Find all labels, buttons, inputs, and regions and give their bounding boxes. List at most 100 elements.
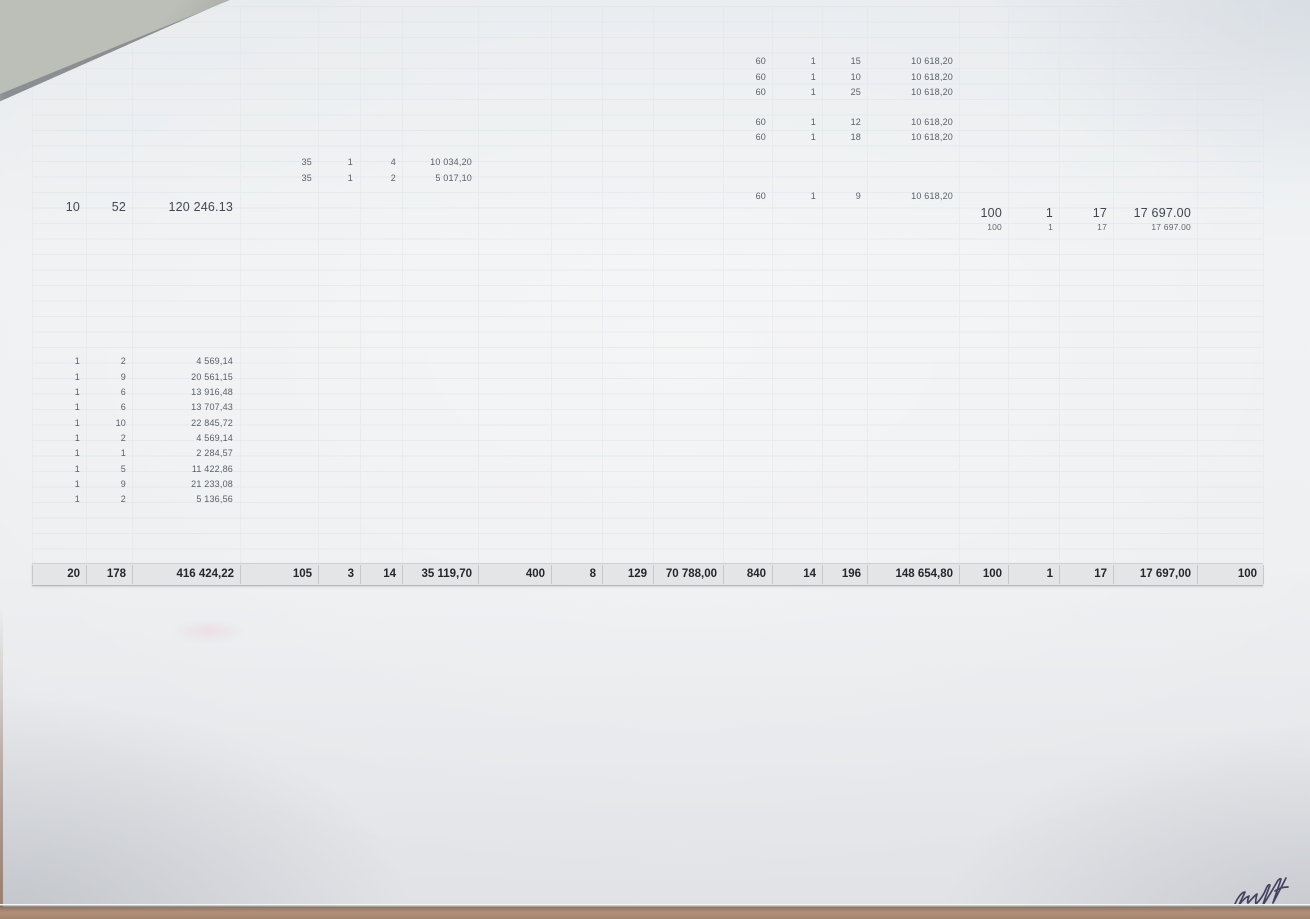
totals-cell-separator: [602, 565, 603, 584]
table-cell: 5 136,56: [196, 494, 233, 504]
table-cell: 10: [65, 200, 80, 214]
table-cell: 13 707,43: [191, 402, 233, 412]
totals-cell: 14: [803, 568, 816, 580]
table-cell: 2: [120, 433, 126, 443]
table-cell: 1: [74, 448, 80, 458]
table-cell: 1: [74, 464, 80, 474]
table-cell: 1: [810, 191, 816, 201]
gridline-vertical: [32, 6, 33, 563]
gridline-vertical: [723, 6, 724, 563]
totals-cell-separator: [822, 565, 823, 584]
totals-cell: 840: [746, 568, 766, 580]
totals-cell: 416 424,22: [176, 568, 234, 580]
gridline-vertical: [1008, 6, 1009, 563]
table-cell: 35: [301, 157, 312, 167]
table-cell: 2: [120, 494, 126, 504]
table-cell: 120 246.13: [168, 200, 233, 214]
table-cell: 1: [810, 56, 816, 66]
table-cell: 5 017,10: [435, 173, 472, 183]
totals-cell: 3: [347, 568, 354, 580]
table-cell: 10 618,20: [911, 132, 953, 142]
gridline-vertical: [402, 6, 403, 563]
spreadsheet-gridlines: [32, 6, 1264, 563]
gridline-vertical: [132, 6, 133, 563]
gridline-vertical: [1113, 6, 1114, 563]
table-cell: 1: [347, 173, 353, 183]
table-cell: 10 618,20: [911, 56, 953, 66]
totals-cell: 8: [589, 568, 596, 580]
table-cell: 6: [120, 402, 126, 412]
totals-row: 20 178 416 424,22 105 3 14 35 119,70 400 8 129 70 …: [32, 563, 1264, 586]
totals-cell: 400: [525, 568, 545, 580]
table-cell: 10 618,20: [911, 87, 953, 97]
table-cell: 4 569,14: [196, 356, 233, 366]
table-cell: 60: [755, 56, 766, 66]
table-cell: 1: [74, 356, 80, 366]
desk-edge: [0, 904, 1310, 919]
gridline-vertical: [867, 6, 868, 563]
desk-edge-left: [0, 607, 3, 907]
totals-cell: 1: [1046, 568, 1053, 580]
gridline-vertical: [86, 6, 87, 563]
gridline-vertical: [772, 6, 773, 563]
totals-cell-separator: [551, 565, 552, 584]
table-cell: 60: [755, 87, 766, 97]
table-cell: 60: [755, 117, 766, 127]
table-cell: 1: [810, 72, 816, 82]
table-cell: 1: [810, 117, 816, 127]
table-cell: 13 916,48: [191, 387, 233, 397]
totals-cell: 105: [292, 568, 312, 580]
totals-cell-separator: [132, 565, 133, 584]
table-cell: 17: [1097, 222, 1107, 232]
table-cell: 60: [755, 191, 766, 201]
table-cell: 17 697.00: [1133, 206, 1191, 220]
table-cell: 20 561,15: [191, 372, 233, 382]
totals-cell-separator: [360, 565, 361, 584]
table-cell: 1: [347, 157, 353, 167]
table-cell: 10: [850, 72, 861, 82]
table-cell: 1: [1045, 206, 1053, 220]
table-cell: 21 233,08: [191, 479, 233, 489]
pink-smudge: [172, 620, 244, 642]
totals-cell: 35 119,70: [421, 568, 472, 580]
gridline-vertical: [360, 6, 361, 563]
table-cell: 10 034,20: [430, 157, 472, 167]
gridline-vertical: [551, 6, 552, 563]
table-cell: 10 618,20: [911, 117, 953, 127]
table-cell: 100: [980, 206, 1002, 220]
table-cell: 25: [850, 87, 861, 97]
table-cell: 17 697.00: [1151, 222, 1191, 232]
table-cell: 60: [755, 132, 766, 142]
totals-cell-separator: [723, 565, 724, 584]
table-cell: 1: [74, 433, 80, 443]
totals-cell: 196: [841, 568, 861, 580]
gridline-vertical: [478, 6, 479, 563]
totals-cell-separator: [32, 565, 33, 584]
gridline-vertical: [1059, 6, 1060, 563]
table-cell: 1: [74, 494, 80, 504]
totals-cell: 100: [1237, 568, 1257, 580]
totals-cell: 129: [627, 568, 647, 580]
gridline-vertical: [602, 6, 603, 563]
table-cell: 12: [850, 117, 861, 127]
table-cell: 9: [855, 191, 861, 201]
table-cell: 4: [390, 157, 396, 167]
table-cell: 1: [810, 132, 816, 142]
gridline-vertical: [240, 6, 241, 563]
table-cell: 52: [111, 200, 126, 214]
totals-cell: 17 697,00: [1139, 568, 1191, 580]
table-cell: 100: [987, 222, 1002, 232]
table-cell: 15: [850, 56, 861, 66]
table-cell: 60: [755, 72, 766, 82]
table-cell: 10: [115, 418, 126, 428]
table-cell: 11 422,86: [191, 464, 233, 474]
table-cell: 1: [74, 402, 80, 412]
table-cell: 1: [120, 448, 126, 458]
totals-cell: 14: [383, 568, 396, 580]
table-cell: 1: [74, 479, 80, 489]
totals-cell: 17: [1094, 568, 1107, 580]
table-cell: 1: [74, 372, 80, 382]
table-cell: 10 618,20: [911, 72, 953, 82]
gridline-vertical: [822, 6, 823, 563]
totals-cell-separator: [1113, 565, 1114, 584]
